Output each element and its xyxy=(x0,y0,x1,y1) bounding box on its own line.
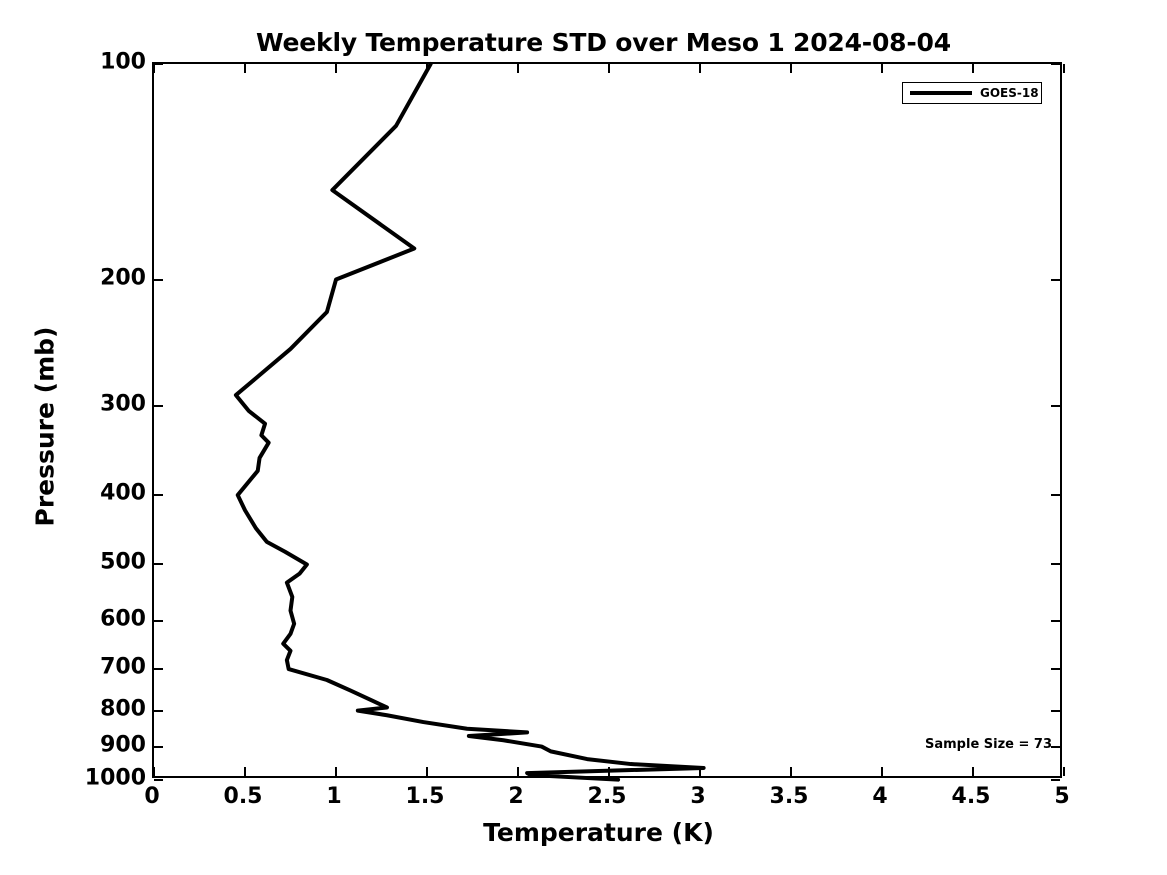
x-tick-mark xyxy=(517,64,519,73)
x-tick-mark xyxy=(881,64,883,73)
y-tick-label-800: 800 xyxy=(100,696,146,722)
x-tick-mark xyxy=(335,767,337,776)
x-tick-mark xyxy=(335,64,337,73)
y-tick-mark xyxy=(1051,746,1060,749)
y-axis-title: Pressure (mb) xyxy=(30,326,60,527)
y-tick-mark xyxy=(1051,709,1060,712)
y-tick-mark xyxy=(1051,668,1060,671)
x-tick-label-3.5: 3.5 xyxy=(769,784,809,809)
x-tick-mark xyxy=(244,767,246,776)
chart-title: Weekly Temperature STD over Meso 1 2024-… xyxy=(256,28,951,57)
x-tick-label-4.5: 4.5 xyxy=(951,784,991,809)
y-tick-label-600: 600 xyxy=(100,606,146,632)
y-tick-label-900: 900 xyxy=(100,732,146,758)
x-tick-label-0: 0 xyxy=(144,784,160,809)
y-tick-mark xyxy=(154,563,163,566)
y-tick-label-300: 300 xyxy=(100,391,146,417)
y-tick-label-400: 400 xyxy=(100,480,146,506)
x-tick-mark xyxy=(972,64,974,73)
y-tick-mark xyxy=(154,404,163,407)
y-tick-label-700: 700 xyxy=(100,654,146,680)
x-tick-label-5: 5 xyxy=(1054,784,1070,809)
x-tick-label-2.5: 2.5 xyxy=(587,784,627,809)
data-series-layer xyxy=(233,62,706,782)
y-tick-label-1000: 1000 xyxy=(84,765,146,791)
legend-line-swatch-goes-18 xyxy=(910,91,972,95)
y-tick-mark xyxy=(1051,278,1060,281)
y-tick-mark xyxy=(154,620,163,623)
legend[interactable]: GOES-18 xyxy=(902,82,1042,104)
x-tick-mark xyxy=(1063,64,1065,73)
x-tick-mark xyxy=(790,767,792,776)
x-tick-mark xyxy=(608,767,610,776)
y-tick-mark xyxy=(154,668,163,671)
x-tick-mark xyxy=(608,64,610,73)
x-tick-mark xyxy=(972,767,974,776)
y-tick-mark xyxy=(1051,779,1060,781)
y-tick-mark xyxy=(154,63,163,65)
x-tick-label-2: 2 xyxy=(508,784,524,809)
y-tick-mark xyxy=(154,779,163,781)
y-tick-mark xyxy=(1051,620,1060,623)
x-tick-mark xyxy=(153,64,155,73)
x-tick-label-4: 4 xyxy=(872,784,888,809)
y-tick-mark xyxy=(154,494,163,497)
x-tick-label-1.5: 1.5 xyxy=(405,784,445,809)
x-tick-label-3: 3 xyxy=(690,784,706,809)
legend-label-goes-18: GOES-18 xyxy=(980,86,1039,100)
x-tick-mark xyxy=(426,767,428,776)
x-tick-mark xyxy=(426,64,428,73)
plot-area xyxy=(152,62,1065,782)
y-tick-mark xyxy=(154,278,163,281)
y-tick-mark xyxy=(1051,63,1060,65)
x-tick-mark xyxy=(790,64,792,73)
series-line-goes-18 xyxy=(233,62,706,782)
x-tick-mark xyxy=(699,64,701,73)
y-tick-mark xyxy=(1051,494,1060,497)
x-tick-mark xyxy=(517,767,519,776)
y-tick-mark xyxy=(1051,404,1060,407)
x-tick-mark xyxy=(1063,767,1065,776)
y-tick-mark xyxy=(154,709,163,712)
x-axis-title: Temperature (K) xyxy=(483,818,714,847)
y-tick-mark xyxy=(1051,563,1060,566)
sample-size-annotation: Sample Size = 73 xyxy=(925,737,1053,752)
y-tick-label-100: 100 xyxy=(100,49,146,75)
x-tick-mark xyxy=(244,64,246,73)
y-tick-label-500: 500 xyxy=(100,549,146,575)
x-tick-mark xyxy=(153,767,155,776)
x-tick-label-0.5: 0.5 xyxy=(223,784,263,809)
y-tick-label-200: 200 xyxy=(100,265,146,291)
x-tick-mark xyxy=(881,767,883,776)
y-tick-mark xyxy=(154,746,163,749)
x-tick-mark xyxy=(699,767,701,776)
x-tick-label-1: 1 xyxy=(326,784,342,809)
